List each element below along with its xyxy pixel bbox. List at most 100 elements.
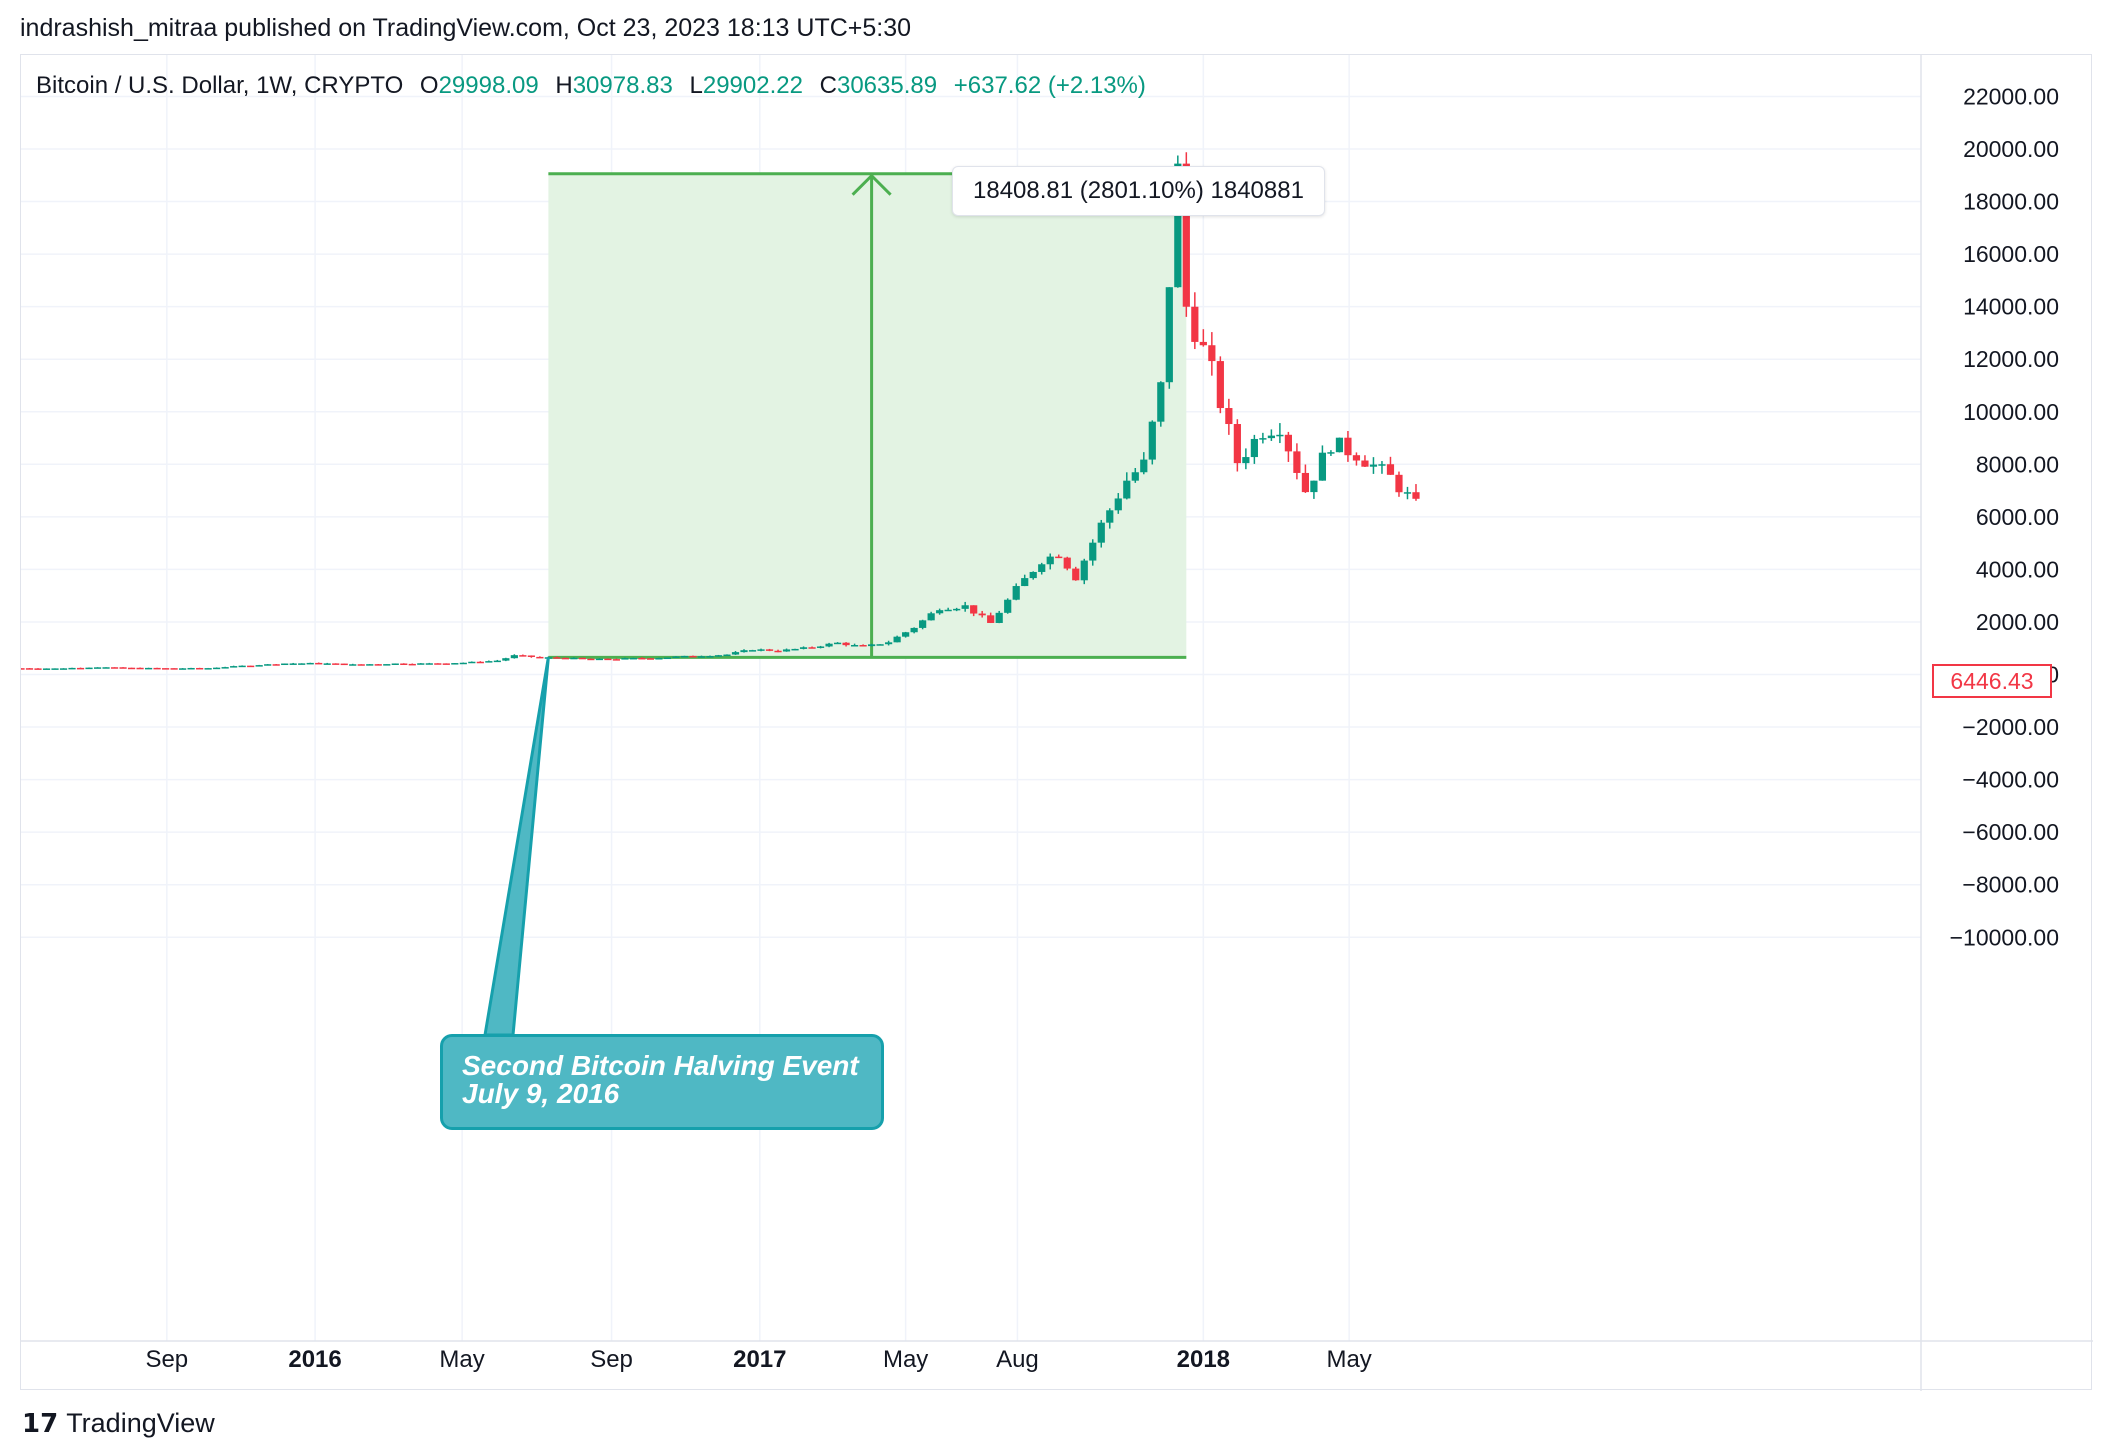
- candle-up[interactable]: [740, 650, 748, 653]
- price-chart[interactable]: 24000.00 22000.00 20000.00 18000.00 16000.00…: [21, 55, 2093, 1391]
- candle-up[interactable]: [995, 612, 1003, 623]
- candle-down[interactable]: [110, 667, 119, 669]
- candle-down[interactable]: [1395, 474, 1403, 493]
- candle-down[interactable]: [196, 667, 204, 670]
- candle-up[interactable]: [187, 667, 195, 670]
- candle-up[interactable]: [919, 620, 927, 628]
- candle-up[interactable]: [366, 664, 374, 666]
- candle-up[interactable]: [1089, 542, 1097, 561]
- candle-up[interactable]: [731, 652, 740, 655]
- candle-up[interactable]: [1310, 480, 1318, 493]
- candle-down[interactable]: [527, 655, 535, 657]
- candle-up[interactable]: [1267, 435, 1275, 439]
- candle-up[interactable]: [1276, 434, 1284, 437]
- candle-up[interactable]: [961, 605, 969, 609]
- candle-up[interactable]: [51, 668, 59, 670]
- candle-up[interactable]: [255, 665, 263, 667]
- candle-up[interactable]: [953, 608, 961, 611]
- candle-down[interactable]: [578, 657, 586, 660]
- candle-down[interactable]: [1182, 163, 1190, 307]
- candle-up[interactable]: [1029, 571, 1037, 579]
- candle-up[interactable]: [825, 643, 833, 647]
- candle-up[interactable]: [102, 667, 110, 669]
- candle-up[interactable]: [1157, 382, 1165, 422]
- candle-down[interactable]: [1208, 345, 1216, 362]
- candle-down[interactable]: [987, 615, 995, 623]
- candle-up[interactable]: [655, 658, 663, 660]
- candle-up[interactable]: [885, 642, 893, 645]
- candle-down[interactable]: [1344, 437, 1352, 456]
- candle-down[interactable]: [689, 655, 697, 658]
- tradingview-logo[interactable]: 17 TradingView: [22, 1408, 215, 1439]
- candle-up[interactable]: [944, 609, 952, 612]
- candle-down[interactable]: [1293, 451, 1301, 473]
- candle-up[interactable]: [1106, 510, 1114, 523]
- candle-up[interactable]: [1242, 457, 1250, 464]
- candle-down[interactable]: [1055, 556, 1063, 559]
- candle-up[interactable]: [791, 648, 799, 651]
- candle-up[interactable]: [144, 667, 153, 670]
- candle-up[interactable]: [289, 663, 297, 665]
- candle-up[interactable]: [672, 656, 680, 659]
- candle-up[interactable]: [468, 661, 476, 664]
- candle-up[interactable]: [1080, 560, 1088, 581]
- candle-up[interactable]: [782, 649, 791, 652]
- candle-up[interactable]: [706, 656, 714, 658]
- candle-up[interactable]: [93, 667, 102, 669]
- candle-up[interactable]: [1403, 492, 1412, 494]
- candle-down[interactable]: [1233, 424, 1241, 464]
- candle-up[interactable]: [1250, 438, 1258, 458]
- legend-symbol[interactable]: Bitcoin / U.S. Dollar, 1W, CRYPTO: [36, 72, 404, 99]
- candle-up[interactable]: [493, 660, 501, 663]
- candle-up[interactable]: [1046, 556, 1054, 565]
- candle-down[interactable]: [978, 613, 986, 616]
- candle-down[interactable]: [162, 668, 170, 670]
- candle-up[interactable]: [417, 663, 425, 665]
- candle-up[interactable]: [1369, 464, 1378, 467]
- candle-up[interactable]: [680, 655, 689, 658]
- candle-up[interactable]: [663, 657, 672, 660]
- candle-down[interactable]: [765, 649, 774, 651]
- candle-down[interactable]: [136, 667, 144, 670]
- candle-down[interactable]: [536, 656, 544, 659]
- candle-down[interactable]: [357, 664, 365, 666]
- candle-down[interactable]: [247, 665, 255, 668]
- candle-up[interactable]: [179, 668, 187, 670]
- candle-down[interactable]: [519, 655, 527, 657]
- candle-up[interactable]: [306, 662, 314, 665]
- candle-up[interactable]: [1004, 599, 1012, 613]
- candle-down[interactable]: [1301, 472, 1310, 493]
- candle-down[interactable]: [476, 661, 484, 664]
- candle-up[interactable]: [757, 649, 765, 651]
- measure-range-area[interactable]: [548, 173, 1187, 658]
- candle-up[interactable]: [1114, 498, 1122, 511]
- candle-up[interactable]: [59, 668, 68, 670]
- candle-up[interactable]: [1148, 421, 1156, 460]
- candle-up[interactable]: [204, 668, 212, 670]
- candle-down[interactable]: [842, 642, 850, 646]
- candle-up[interactable]: [621, 658, 629, 660]
- candle-up[interactable]: [893, 636, 901, 643]
- candle-down[interactable]: [808, 647, 816, 649]
- candle-down[interactable]: [1063, 557, 1071, 569]
- candle-up[interactable]: [910, 627, 918, 633]
- candle-up[interactable]: [485, 661, 493, 663]
- candle-up[interactable]: [1378, 464, 1386, 466]
- candle-down[interactable]: [21, 668, 25, 670]
- halving-callout[interactable]: Second Bitcoin Halving Event July 9, 201…: [440, 1034, 884, 1130]
- candle-up[interactable]: [391, 663, 399, 665]
- candle-down[interactable]: [561, 657, 569, 660]
- candle-up[interactable]: [1259, 438, 1267, 440]
- candle-up[interactable]: [1097, 522, 1105, 543]
- candle-up[interactable]: [1131, 472, 1139, 481]
- candle-up[interactable]: [1174, 163, 1182, 288]
- candle-up[interactable]: [748, 650, 757, 652]
- chart-frame[interactable]: 24000.00 22000.00 20000.00 18000.00 16000.00…: [20, 54, 2093, 1391]
- candle-up[interactable]: [298, 663, 306, 665]
- candle-up[interactable]: [570, 657, 578, 660]
- candle-up[interactable]: [868, 644, 876, 647]
- candle-down[interactable]: [774, 650, 782, 653]
- candle-down[interactable]: [442, 663, 450, 665]
- candle-up[interactable]: [510, 655, 518, 659]
- candle-up[interactable]: [876, 644, 884, 646]
